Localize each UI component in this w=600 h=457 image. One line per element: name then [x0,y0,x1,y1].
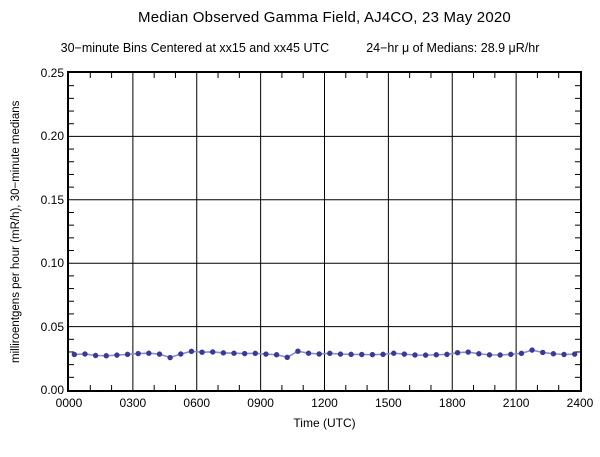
subtitle-bin-description: 30−minute Bins Centered at xx15 and xx45… [60,41,330,55]
data-point-marker [550,351,557,357]
data-point-marker [316,351,322,357]
data-point-marker [231,350,237,356]
data-point-marker [508,351,514,358]
data-point-marker [156,351,163,357]
data-point-marker [167,354,173,361]
data-point-marker [518,350,525,357]
x-tick-label: 1200 [311,396,338,410]
y-tick-label: 0.25 [40,66,64,80]
x-tick-label: 1500 [375,396,402,410]
data-point-marker [92,352,99,359]
data-point-marker [241,350,248,357]
data-point-marker [252,350,258,357]
y-tick-label: 0.15 [40,192,64,207]
data-point-marker [465,349,471,355]
data-point-marker [433,352,439,358]
data-point-marker [210,349,216,355]
data-point-marker [369,351,376,358]
data-point-marker [348,351,354,358]
data-point-marker [199,349,205,355]
x-tick-label: 1800 [438,396,466,410]
data-point-marker [561,351,567,358]
y-tick-label: 0.10 [40,256,64,271]
x-tick-label: 2400 [566,396,594,410]
data-point-marker [476,351,482,357]
data-point-marker [273,352,280,358]
data-point-marker [124,351,131,358]
y-axis-tick-labels: 0.00 0.05 0.10 0.15 0.20 0.25 [0,66,64,397]
data-point-marker [263,351,269,357]
x-tick-label: 0300 [119,396,147,410]
data-point-marker [146,350,152,356]
data-point-marker [422,352,429,358]
data-point-marker [391,350,397,356]
data-point-marker [454,350,461,356]
plot-canvas [69,73,580,390]
data-point-marker [188,348,195,355]
data-point-marker [178,351,184,357]
data-point-marker [571,351,578,357]
data-point-marker [103,353,109,359]
data-point-marker [529,347,535,353]
chart-subtitle: 30−minute Bins Centered at xx15 and xx45… [0,41,600,55]
data-point-marker [114,352,120,358]
y-tick-label: 0.00 [40,383,64,397]
data-point-marker [135,350,141,357]
data-point-marker [327,350,333,357]
y-tick-label: 0.05 [40,319,64,334]
chart-title: Median Observed Gamma Field, AJ4CO, 23 M… [138,9,511,26]
data-point-marker [359,351,365,358]
data-point-marker [295,348,301,354]
data-point-marker [412,352,418,358]
data-point-marker [284,354,290,360]
x-tick-label: 0900 [247,396,274,410]
subtitle-mean-of-medians: 24−hr μ of Medians: 28.9 μR/hr [366,41,540,55]
data-point-marker [305,350,312,356]
x-axis-tick-labels: 0000 0300 0600 0900 1200 1500 1800 2100 2400 [56,396,594,412]
x-tick-label: 0000 [55,396,83,410]
data-point-marker [540,349,546,356]
plot-area [67,71,582,392]
data-point-marker [337,351,344,357]
x-tick-label: 0600 [183,396,211,410]
data-point-marker [220,350,227,356]
y-tick-label: 0.20 [40,129,64,144]
data-point-marker [444,351,450,358]
data-point-marker [401,351,408,357]
x-tick-label: 2100 [502,396,530,410]
data-point-marker [486,352,493,358]
data-point-marker [71,351,78,358]
x-axis-label: Time (UTC) [293,416,356,430]
data-point-marker [497,352,503,358]
data-point-marker [82,351,88,357]
data-point-marker [380,351,386,358]
